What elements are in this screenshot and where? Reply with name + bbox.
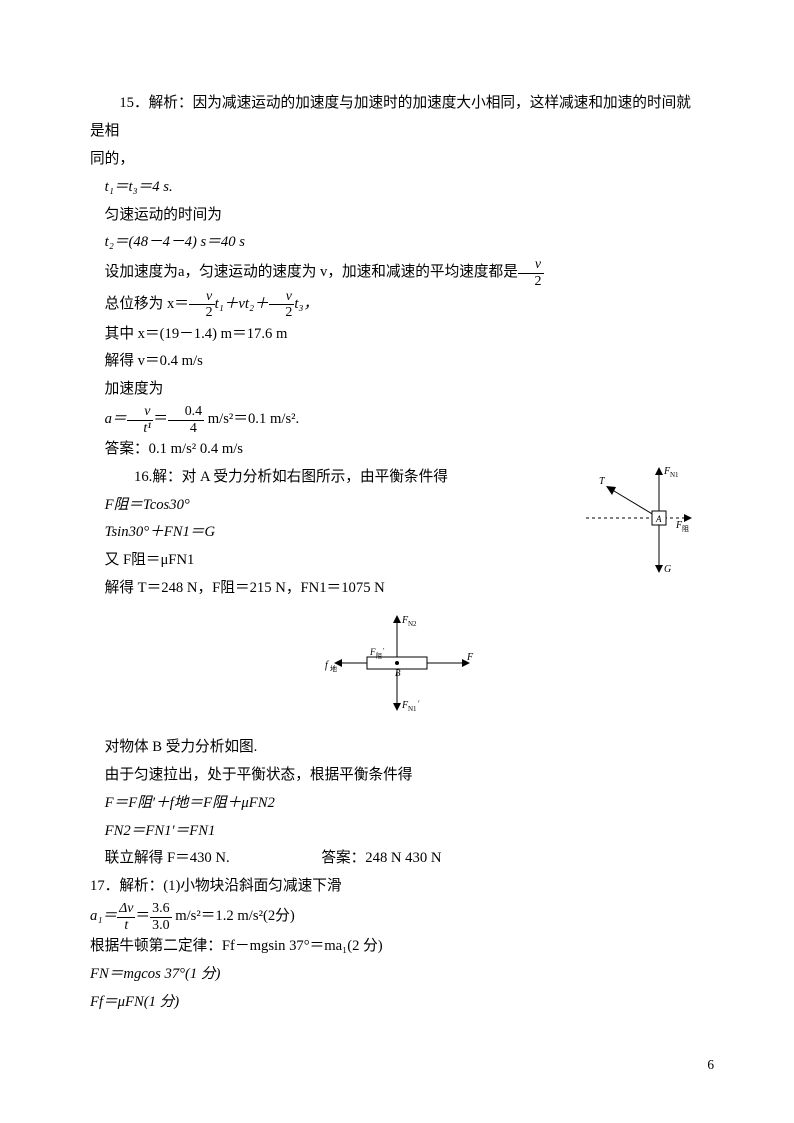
label-A: A [655, 514, 662, 524]
svg-text:地: 地 [330, 664, 337, 673]
p15-eq-a: a＝vt¹＝0.44 m/s²＝0.1 m/s². [90, 404, 704, 436]
svg-text:N1: N1 [408, 705, 417, 713]
svg-text:′: ′ [418, 699, 420, 708]
p16-bodyB: 对物体 B 受力分析如图. [90, 734, 704, 762]
p17-newton: 根据牛顿第二定律：Ff－mgsin 37°＝ma₁(2 分) [90, 933, 704, 961]
p16-uniform: 由于匀速拉出，处于平衡状态，根据平衡条件得 [90, 762, 704, 790]
p17-intro: 17．解析：(1)小物块沿斜面匀减速下滑 [90, 873, 704, 901]
frac-v-over-2: v2 [518, 257, 544, 289]
frac-36-over-30: 3.63.0 [150, 901, 171, 933]
p15-setup: 设加速度为a，匀速运动的速度为 v，加速和减速的平均速度都是v2 [90, 257, 704, 289]
diagram-body-B: FN2 F FN1′ f地 F阻′ B [90, 613, 704, 724]
p15-displacement: 总位移为 x＝v2t₁＋vt₂＋v2t₃， [90, 289, 704, 321]
label-B: B [395, 668, 401, 678]
p17-eq-a1: a₁＝Δvt＝3.63.0 m/s²＝1.2 m/s²(2分) [90, 901, 704, 933]
p16-eq7: 联立解得 F＝430 N. 答案：248 N 430 N [90, 845, 704, 873]
label-fdi: f [325, 660, 329, 671]
p15-where-x: 其中 x＝(19－1.4) m＝17.6 m [90, 321, 704, 349]
label-Fzup: F [369, 647, 376, 657]
frac-v-over-2-c: v2 [269, 289, 295, 321]
p17-ff: Ff＝μFN(1 分) [90, 989, 704, 1017]
svg-text:N1: N1 [670, 471, 679, 479]
p17-fn: FN＝mgcos 37°(1 分) [90, 961, 704, 989]
p15-t1t3: t₁＝t₃＝4 s. [90, 174, 704, 202]
p15-intro2: 同的， [90, 146, 704, 174]
force-diagram-A-svg: A T FN1 F阻 G [584, 460, 694, 580]
diagram-body-A: A T FN1 F阻 G [584, 460, 694, 585]
p16-eq5: F＝F阻′＋f地＝F阻＋μFN2 [90, 790, 704, 818]
p15-solve-v: 解得 v＝0.4 m/s [90, 348, 704, 376]
frac-dv-over-t: Δvt [117, 901, 135, 933]
frac-v-over-t: vt¹ [127, 404, 154, 436]
svg-text:′: ′ [383, 647, 385, 655]
svg-text:阻: 阻 [682, 524, 689, 533]
p15-intro1: 15．解析：因为减速运动的加速度与加速时的加速度大小相同，这样减速和加速的时间就… [90, 90, 704, 146]
p15-acc-label: 加速度为 [90, 376, 704, 404]
label-G: G [664, 564, 671, 575]
label-F: F [466, 652, 474, 663]
p16-eq6: FN2＝FN1′＝FN1 [90, 818, 704, 846]
frac-04-over-4: 0.44 [168, 404, 204, 436]
p16-answer: 答案：248 N 430 N [307, 845, 442, 873]
force-diagram-B-svg: FN2 F FN1′ f地 F阻′ B [307, 613, 487, 713]
svg-text:N2: N2 [408, 620, 417, 628]
label-T: T [599, 476, 606, 487]
frac-v-over-2-b: v2 [189, 289, 215, 321]
p15-uniform-label: 匀速运动的时间为 [90, 202, 704, 230]
p15-t2: t₂＝(48－4－4) s＝40 s [90, 229, 704, 257]
svg-text:阻: 阻 [376, 652, 382, 660]
page-number: 6 [707, 1057, 714, 1073]
